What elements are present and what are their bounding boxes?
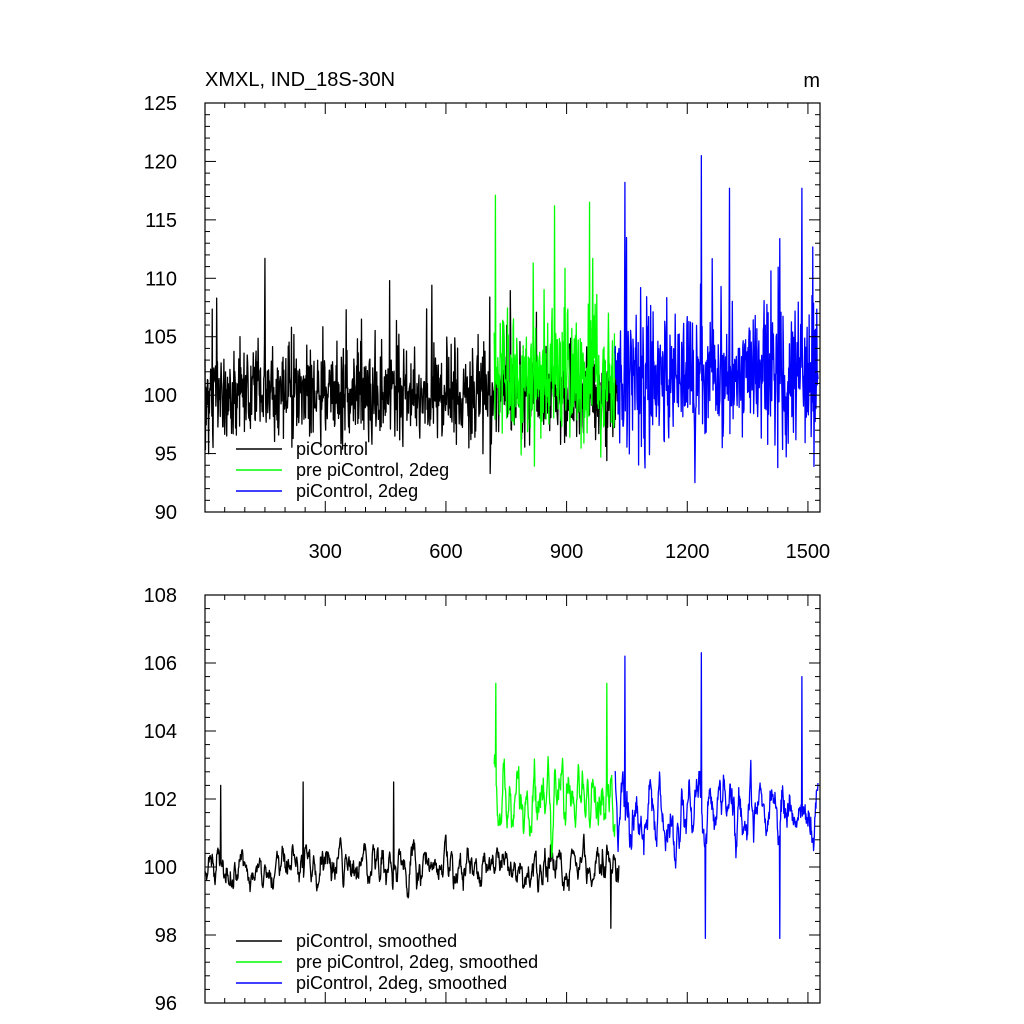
legend-label-1: piControl xyxy=(296,439,368,459)
y-tick-label: 100 xyxy=(144,385,177,407)
x-tick-label: 300 xyxy=(309,541,342,563)
y-tick-label: 104 xyxy=(144,721,177,743)
y-tick-label: 125 xyxy=(144,93,177,115)
x-tick-label: 600 xyxy=(429,541,462,563)
y-tick-label: 90 xyxy=(155,502,177,524)
y-tick-label: 98 xyxy=(155,925,177,947)
y-tick-label: 100 xyxy=(144,857,177,879)
y-tick-label: 102 xyxy=(144,789,177,811)
series-line-1 xyxy=(204,781,620,929)
top-panel-title: XMXL, IND_18S-30N xyxy=(205,69,395,91)
legend-label-1: piControl, smoothed xyxy=(296,931,457,951)
y-tick-label: 96 xyxy=(155,993,177,1015)
bottom-panel-series xyxy=(204,652,819,940)
legend-label-2: pre piControl, 2deg, smoothed xyxy=(296,952,538,972)
series-line-2 xyxy=(493,194,616,467)
y-tick-label: 110 xyxy=(145,268,177,290)
bottom-panel-axes: 96 98 100 102 104 106 108 xyxy=(144,585,821,1015)
top-panel-series xyxy=(204,154,819,484)
y-tick-label: 106 xyxy=(144,653,177,675)
y-tick-label: 108 xyxy=(144,585,177,607)
y-tick-label: 120 xyxy=(144,151,177,173)
series-line-1 xyxy=(204,257,620,475)
top-panel-units: m xyxy=(803,70,820,92)
y-tick-label: 115 xyxy=(145,210,177,232)
top-panel: XMXL, IND_18S-30N m 300 600 900 1200 1500 90 9… xyxy=(144,69,831,563)
y-tick-label: 105 xyxy=(144,327,177,349)
x-tick-label: 1500 xyxy=(786,541,831,563)
legend-label-3: piControl, 2deg xyxy=(296,481,418,501)
y-tick-label: 95 xyxy=(155,444,177,466)
series-line-2 xyxy=(493,682,616,858)
series-line-3 xyxy=(614,154,819,484)
x-tick-label: 900 xyxy=(550,541,583,563)
x-tick-label: 1200 xyxy=(665,541,710,563)
plot-frame xyxy=(204,102,821,513)
legend-label-2: pre piControl, 2deg xyxy=(296,460,449,480)
series-line-3 xyxy=(614,652,819,940)
legend-label-3: piControl, 2deg, smoothed xyxy=(296,973,507,993)
top-panel-axes: 300 600 900 1200 1500 90 95 100 105 110 115 120 125 xyxy=(144,93,831,563)
